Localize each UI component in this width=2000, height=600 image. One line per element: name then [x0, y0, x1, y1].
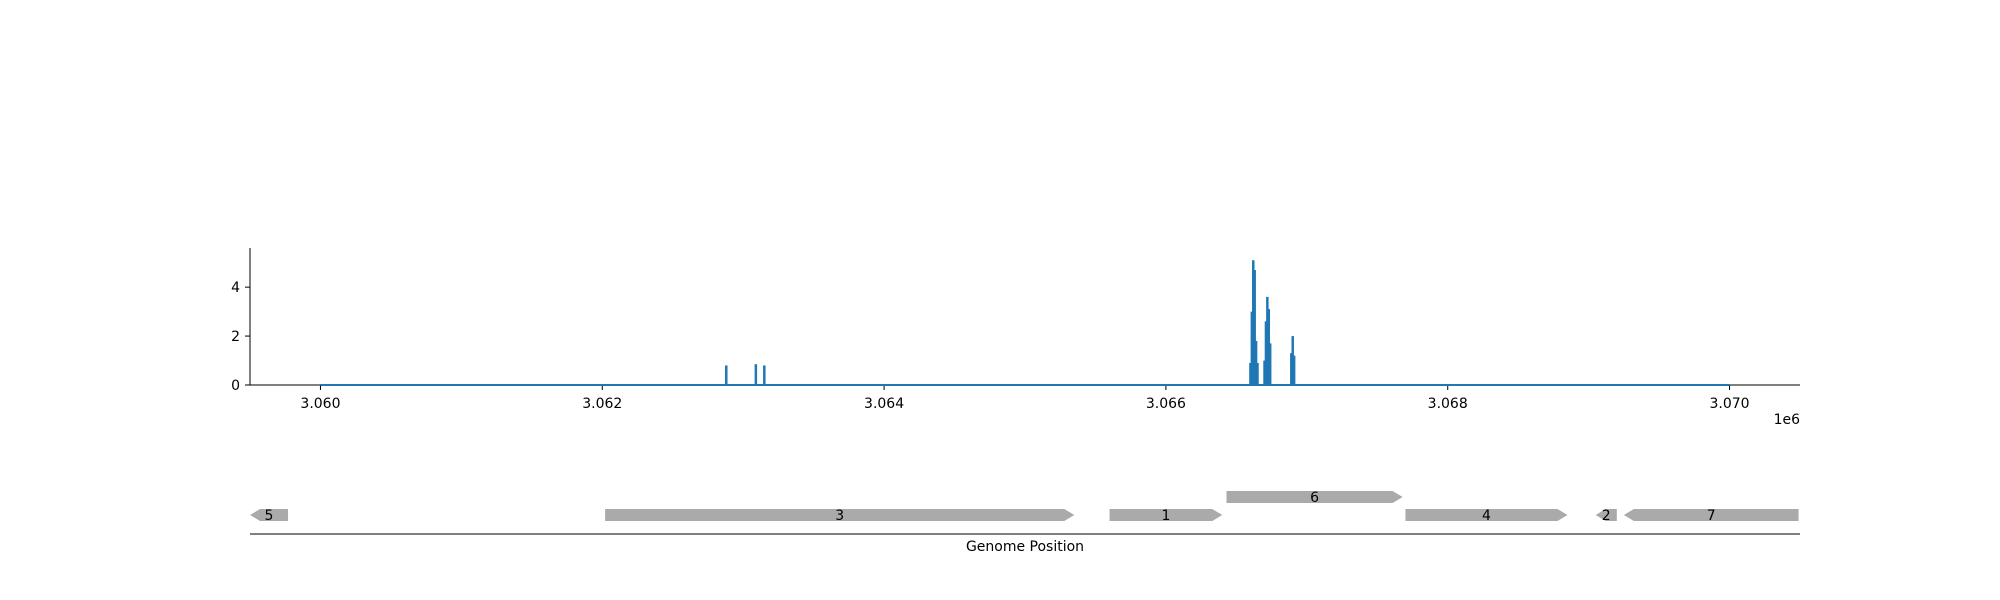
gene-arrow [1623, 509, 1799, 521]
gene-label: 4 [1482, 508, 1491, 524]
x-tick-label: 3.070 [1709, 396, 1749, 412]
x-tick-label: 3.064 [864, 396, 904, 412]
y-tick-label: 0 [231, 378, 240, 394]
x-tick-label: 3.060 [300, 396, 340, 412]
y-tick-label: 2 [231, 329, 240, 345]
gene-arrow [250, 509, 289, 521]
gene-label: 6 [1310, 490, 1319, 506]
gene-label: 1 [1161, 508, 1170, 524]
gene-arrow [1226, 491, 1403, 503]
gene-label: 7 [1707, 508, 1716, 524]
x-offset-label: 1e6 [1774, 412, 1801, 428]
gene-track: 5 3 1 6 4 2 7 [250, 490, 1800, 535]
gene-label: 2 [1602, 508, 1611, 524]
gene-label: 3 [835, 508, 844, 524]
gene-label: 5 [265, 508, 274, 524]
gene-arrow [605, 509, 1075, 521]
x-tick-label: 3.066 [1146, 396, 1186, 412]
gene-arrow [1405, 509, 1568, 521]
x-axis-label: Genome Position [966, 539, 1084, 555]
x-tick-label: 3.068 [1428, 396, 1468, 412]
x-tick-label: 3.062 [582, 396, 622, 412]
gene-arrow [1109, 509, 1223, 521]
gene-arrow [1595, 509, 1617, 521]
coverage-plot: 3.060 3.062 3.064 3.066 3.068 3.070 0 2 4 [231, 248, 1800, 412]
y-tick-label: 4 [231, 280, 240, 296]
